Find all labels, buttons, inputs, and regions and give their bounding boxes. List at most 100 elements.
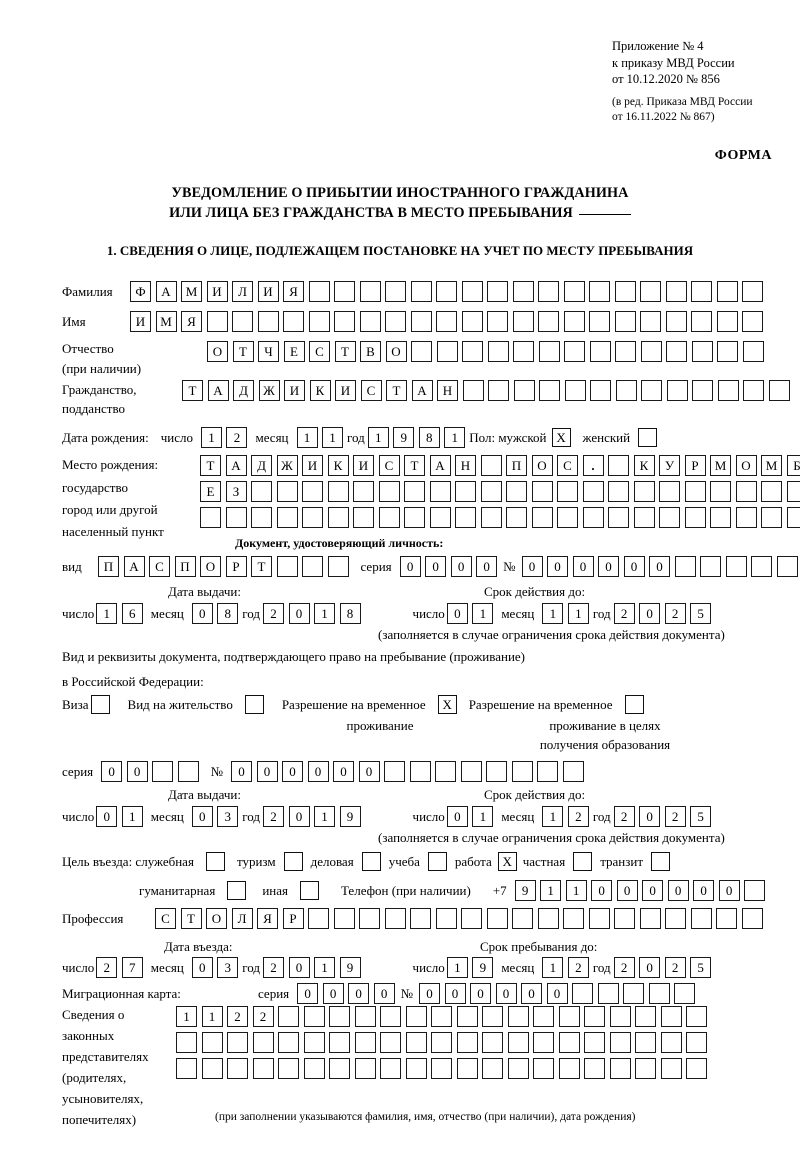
form-cell[interactable]: [354, 1058, 376, 1079]
purpose-other-checkbox[interactable]: [299, 881, 319, 900]
form-cell[interactable]: О: [207, 341, 228, 362]
purpose-private-checkbox[interactable]: [573, 852, 593, 871]
form-cell[interactable]: [456, 1032, 478, 1053]
form-cell[interactable]: Н: [455, 455, 476, 476]
form-cell[interactable]: [359, 311, 381, 332]
form-cell[interactable]: 1: [176, 1006, 197, 1027]
form-cell[interactable]: 5: [690, 603, 712, 624]
form-cell[interactable]: 0: [470, 983, 492, 1004]
form-cell[interactable]: М: [155, 311, 177, 332]
form-cell[interactable]: [741, 908, 763, 929]
form-cell[interactable]: [482, 1032, 503, 1053]
form-cell[interactable]: 0: [288, 603, 310, 624]
form-cell[interactable]: [308, 311, 330, 332]
form-cell[interactable]: [582, 481, 604, 502]
form-cell[interactable]: [635, 1032, 656, 1053]
form-cell[interactable]: [455, 481, 476, 502]
purpose-official-checkbox[interactable]: [205, 852, 225, 871]
form-cell[interactable]: [660, 1032, 682, 1053]
form-cell[interactable]: [537, 761, 559, 782]
form-cell[interactable]: К: [633, 455, 655, 476]
form-cell[interactable]: [710, 481, 731, 502]
form-cell[interactable]: [557, 507, 578, 528]
form-cell[interactable]: 0: [231, 761, 253, 782]
form-cell[interactable]: [716, 311, 738, 332]
form-cell[interactable]: И: [206, 281, 228, 302]
form-cell[interactable]: 0: [667, 880, 689, 901]
form-cell[interactable]: [615, 380, 637, 401]
form-cell[interactable]: [665, 281, 687, 302]
form-cell[interactable]: В: [360, 341, 381, 362]
form-cell[interactable]: 1: [446, 957, 468, 978]
form-cell[interactable]: [660, 1058, 682, 1079]
form-cell[interactable]: 0: [476, 556, 498, 577]
form-cell[interactable]: Р: [225, 556, 247, 577]
form-cell[interactable]: [436, 311, 457, 332]
form-cell[interactable]: 8: [339, 603, 361, 624]
form-cell[interactable]: [563, 281, 585, 302]
form-cell[interactable]: [278, 1032, 299, 1053]
form-cell[interactable]: [486, 761, 508, 782]
form-cell[interactable]: [633, 507, 655, 528]
form-cell[interactable]: 1: [542, 957, 564, 978]
form-cell[interactable]: С: [309, 341, 330, 362]
form-cell[interactable]: А: [123, 556, 145, 577]
form-cell[interactable]: [597, 983, 619, 1004]
form-cell[interactable]: [252, 1058, 274, 1079]
form-cell[interactable]: [640, 311, 661, 332]
form-cell[interactable]: [684, 481, 706, 502]
form-cell[interactable]: [700, 556, 722, 577]
form-cell[interactable]: [487, 311, 508, 332]
form-cell[interactable]: 0: [358, 761, 380, 782]
form-cell[interactable]: [558, 1032, 580, 1053]
form-cell[interactable]: 2: [226, 427, 248, 448]
form-cell[interactable]: Т: [180, 908, 202, 929]
temp-residence-checkbox[interactable]: X: [437, 695, 457, 714]
form-cell[interactable]: [329, 1032, 350, 1053]
form-cell[interactable]: [462, 341, 483, 362]
form-cell[interactable]: [486, 908, 508, 929]
form-cell[interactable]: [460, 761, 482, 782]
form-cell[interactable]: 3: [217, 957, 239, 978]
form-cell[interactable]: [461, 311, 483, 332]
form-cell[interactable]: [276, 507, 298, 528]
form-cell[interactable]: [507, 1058, 529, 1079]
form-cell[interactable]: [513, 341, 534, 362]
form-cell[interactable]: [609, 1058, 631, 1079]
form-cell[interactable]: 1: [565, 880, 587, 901]
form-cell[interactable]: [533, 1032, 554, 1053]
form-cell[interactable]: [251, 481, 272, 502]
form-cell[interactable]: 1: [367, 427, 389, 448]
form-cell[interactable]: [507, 1006, 529, 1027]
form-cell[interactable]: 1: [314, 957, 336, 978]
form-cell[interactable]: [456, 1058, 478, 1079]
form-cell[interactable]: [232, 311, 253, 332]
form-cell[interactable]: [691, 311, 712, 332]
form-cell[interactable]: О: [531, 455, 553, 476]
form-cell[interactable]: 0: [623, 556, 645, 577]
form-cell[interactable]: 0: [546, 983, 568, 1004]
form-cell[interactable]: [152, 761, 174, 782]
form-cell[interactable]: Л: [232, 281, 253, 302]
form-cell[interactable]: А: [207, 380, 229, 401]
form-cell[interactable]: 0: [256, 761, 278, 782]
form-cell[interactable]: [557, 481, 578, 502]
form-cell[interactable]: 0: [425, 556, 447, 577]
form-cell[interactable]: [716, 908, 737, 929]
form-cell[interactable]: 9: [339, 957, 361, 978]
form-cell[interactable]: 0: [191, 957, 213, 978]
form-cell[interactable]: 1: [314, 806, 336, 827]
form-cell[interactable]: [716, 281, 738, 302]
form-cell[interactable]: [511, 761, 533, 782]
form-cell[interactable]: [329, 1058, 350, 1079]
form-cell[interactable]: [786, 507, 800, 528]
form-cell[interactable]: Л: [231, 908, 253, 929]
